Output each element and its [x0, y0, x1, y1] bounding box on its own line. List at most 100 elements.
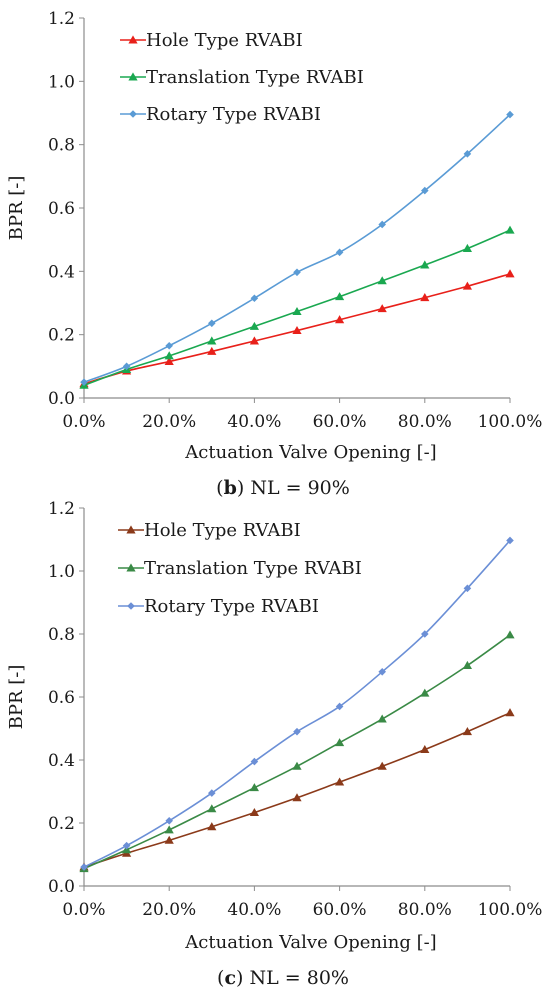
legend-label: Hole Type RVABI	[144, 520, 301, 541]
y-tick-label: 1.2	[48, 9, 75, 29]
x-tick-label: 20.0%	[142, 412, 196, 432]
series-line	[83, 113, 511, 383]
data-point	[165, 341, 173, 350]
data-point	[80, 863, 88, 871]
series-line	[83, 539, 511, 868]
data-point	[421, 630, 429, 638]
y-tick-label: 0.0	[48, 389, 75, 409]
legend-marker	[126, 525, 136, 534]
data-point	[293, 268, 301, 277]
caption-open-paren: (	[216, 477, 223, 499]
x-tick-label: 0.0%	[62, 900, 105, 920]
data-point	[207, 346, 217, 355]
data-point	[250, 294, 259, 303]
x-tick-label: 100.0%	[478, 900, 543, 920]
legend-label: Rotary Type RVABI	[146, 104, 321, 125]
data-point	[208, 319, 216, 328]
legend-label: Translation Type RVABI	[144, 558, 362, 579]
legend-entry-0: Hole Type RVABI	[118, 520, 301, 541]
x-tick-label: 40.0%	[227, 900, 281, 920]
data-point	[292, 325, 302, 334]
data-point	[377, 714, 387, 723]
x-axis-title: Actuation Valve Opening [-]	[184, 932, 436, 953]
x-axis-title: Actuation Valve Opening [-]	[184, 442, 436, 463]
x-tick-label: 80.0%	[398, 900, 452, 920]
x-tick-label: 40.0%	[227, 412, 281, 432]
x-tick-label: 20.0%	[142, 900, 196, 920]
y-tick-label: 1.0	[48, 72, 75, 92]
legend-label: Hole Type RVABI	[146, 30, 303, 51]
data-point	[377, 276, 387, 285]
data-point	[378, 220, 386, 229]
y-tick-label: 1.0	[48, 562, 75, 582]
panel-caption: (b) NL = 90%	[216, 477, 350, 499]
data-point	[164, 351, 174, 360]
y-tick-label: 0.8	[48, 625, 75, 645]
data-point	[462, 660, 472, 669]
data-point	[80, 378, 88, 386]
legend-entry-1: Translation Type RVABI	[118, 558, 362, 579]
legend-marker	[126, 563, 136, 572]
data-point	[377, 304, 387, 313]
data-point	[293, 727, 301, 736]
series-0	[79, 269, 515, 388]
data-point	[122, 362, 131, 371]
legend-marker	[127, 602, 135, 610]
series-line	[83, 712, 511, 868]
y-tick-label: 0.4	[48, 751, 75, 771]
data-point	[249, 336, 259, 345]
data-point	[207, 822, 217, 831]
data-point	[335, 315, 345, 324]
data-point	[292, 761, 302, 770]
legend-entry-1: Translation Type RVABI	[120, 67, 364, 88]
y-axis-title: BPR [-]	[6, 176, 27, 241]
data-point	[164, 825, 174, 834]
panel-caption: (c) NL = 80%	[217, 967, 349, 989]
series-2	[80, 110, 514, 386]
y-tick-label: 0.2	[48, 814, 75, 834]
caption-text: NL = 90%	[244, 477, 350, 499]
caption-open-paren: (	[217, 967, 224, 989]
data-point	[505, 269, 515, 278]
data-point	[463, 584, 472, 593]
data-point	[208, 789, 216, 797]
caption-close-paren: )	[236, 967, 243, 989]
data-point	[165, 816, 173, 825]
caption-letter: c	[224, 967, 236, 989]
legend-label: Translation Type RVABI	[146, 67, 364, 88]
caption-text: NL = 80%	[243, 967, 349, 989]
x-tick-label: 0.0%	[62, 412, 105, 432]
series-1	[79, 630, 515, 873]
data-point	[292, 306, 302, 315]
data-point	[164, 835, 174, 844]
data-point	[505, 708, 515, 717]
y-tick-label: 0.6	[48, 199, 75, 219]
legend-marker	[128, 72, 138, 81]
legend-label: Rotary Type RVABI	[144, 596, 319, 617]
x-tick-label: 100.0%	[478, 412, 543, 432]
data-point	[207, 804, 217, 813]
data-point	[462, 281, 472, 290]
y-tick-label: 0.0	[48, 877, 75, 897]
y-tick-label: 0.4	[48, 262, 75, 282]
data-point	[463, 150, 472, 158]
x-tick-label: 60.0%	[313, 412, 367, 432]
data-point	[292, 793, 302, 802]
legend-marker	[129, 110, 137, 118]
legend-entry-2: Rotary Type RVABI	[118, 596, 319, 617]
chart-panel-0: 0.0 0.2 0.4 0.6 0.8 1.0 1.2 0.0% 20.0% 40.0% 60.0%…	[6, 9, 542, 499]
data-point	[122, 841, 131, 850]
data-point	[249, 321, 259, 330]
y-tick-label: 0.8	[48, 136, 75, 156]
data-point	[421, 186, 429, 195]
y-tick-label: 1.2	[48, 499, 75, 519]
data-point	[207, 336, 217, 345]
caption-close-paren: )	[237, 477, 244, 499]
data-point	[505, 225, 515, 234]
data-point	[506, 536, 514, 545]
y-tick-label: 0.6	[48, 688, 75, 708]
data-point	[462, 727, 472, 736]
legend-marker	[128, 35, 138, 44]
chart-panel-1: 0.0 0.2 0.4 0.6 0.8 1.0 1.2 0.0% 20.0% 40.0% 60.0%…	[6, 499, 542, 989]
